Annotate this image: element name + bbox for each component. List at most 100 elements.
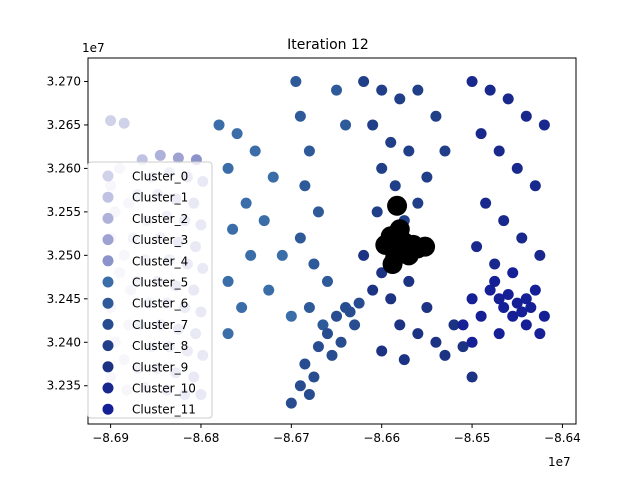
point-cluster-6-11 (340, 119, 352, 131)
point-cluster-5-2 (222, 162, 234, 174)
point-cluster-5-3 (240, 197, 252, 209)
centroid-points (375, 195, 436, 275)
point-cluster-5-11 (258, 215, 270, 227)
y-tick-label: 3.265 (47, 118, 81, 132)
point-cluster-10-3 (520, 110, 532, 122)
point-cluster-7-12 (285, 397, 297, 409)
point-cluster-10-8 (529, 180, 541, 192)
centroid-6 (375, 234, 396, 255)
point-cluster-8-0 (358, 75, 370, 87)
legend: Cluster_0 Cluster_1 Cluster_2 Cluster_3 Clus… (87, 161, 213, 419)
x-tick-label: −8.68 (183, 431, 220, 445)
point-cluster-6-1 (294, 110, 306, 122)
point-cluster-9-10 (398, 354, 410, 366)
point-cluster-7-7 (312, 341, 324, 353)
legend-label-11: Cluster_11 (132, 403, 196, 417)
point-cluster-5-8 (222, 328, 234, 340)
legend-label-10: Cluster_10 (132, 382, 196, 396)
point-cluster-8-2 (394, 93, 406, 105)
point-cluster-11-18 (534, 328, 546, 340)
legend-marker-9 (102, 361, 114, 373)
point-cluster-6-7 (321, 275, 333, 287)
legend-marker-5 (102, 276, 114, 288)
legend-marker-3 (102, 234, 114, 246)
legend-marker-11 (102, 403, 114, 415)
point-cluster-8-4 (385, 136, 397, 148)
point-cluster-5-6 (222, 275, 234, 287)
point-cluster-9-2 (367, 284, 379, 296)
point-cluster-9-1 (376, 267, 388, 279)
point-cluster-7-10 (294, 380, 306, 392)
point-cluster-11-14 (457, 319, 469, 331)
x-tick-label: −8.64 (544, 431, 581, 445)
point-cluster-7-4 (335, 336, 347, 348)
x-tick-label: −8.66 (363, 431, 400, 445)
point-cluster-2-0 (154, 149, 166, 161)
legend-marker-1 (102, 191, 114, 203)
point-cluster-8-11 (421, 171, 433, 183)
point-cluster-6-4 (312, 206, 324, 218)
point-cluster-10-1 (484, 84, 496, 96)
point-cluster-11-9 (489, 275, 501, 287)
legend-label-9: Cluster_9 (132, 360, 188, 374)
point-cluster-9-5 (421, 302, 433, 314)
point-cluster-11-7 (516, 306, 528, 318)
point-cluster-6-8 (303, 302, 315, 314)
legend-label-6: Cluster_6 (132, 297, 188, 311)
point-cluster-11-16 (493, 328, 505, 340)
point-cluster-9-14 (448, 319, 460, 331)
point-cluster-6-6 (308, 258, 320, 270)
point-cluster-7-2 (349, 319, 361, 331)
legend-label-7: Cluster_7 (132, 318, 188, 332)
point-cluster-8-13 (430, 110, 442, 122)
legend-label-1: Cluster_1 (132, 191, 188, 205)
point-cluster-10-5 (475, 128, 487, 140)
point-cluster-7-9 (299, 358, 311, 370)
legend-marker-0 (102, 170, 114, 182)
point-cluster-5-12 (276, 249, 288, 261)
point-cluster-6-0 (290, 75, 302, 87)
y-axis: 3.235 3.240 3.245 3.250 3.255 3.260 3.265 3.270 (47, 74, 88, 393)
point-cluster-10-13 (471, 241, 483, 253)
point-cluster-5-9 (249, 145, 261, 157)
centroid-9 (382, 254, 403, 275)
x-axis: −8.69 −8.68 −8.67 −8.66 −8.65 −8.64 (92, 424, 581, 445)
point-cluster-7-13 (303, 388, 315, 400)
point-cluster-11-15 (466, 336, 478, 348)
point-cluster-6-2 (303, 145, 315, 157)
legend-label-3: Cluster_3 (132, 233, 188, 247)
y-tick-label: 3.245 (47, 292, 81, 306)
point-cluster-5-10 (267, 171, 279, 183)
y-tick-label: 3.270 (47, 74, 81, 88)
point-cluster-7-1 (331, 310, 343, 322)
point-cluster-9-9 (376, 345, 388, 357)
y-tick-label: 3.250 (47, 248, 81, 262)
point-cluster-7-5 (344, 306, 356, 318)
point-cluster-8-1 (376, 84, 388, 96)
point-cluster-8-7 (389, 180, 401, 192)
point-cluster-11-8 (525, 302, 537, 314)
point-cluster-11-0 (484, 284, 496, 296)
point-cluster-5-7 (236, 302, 248, 314)
point-cluster-11-3 (511, 297, 523, 309)
legend-marker-2 (102, 212, 114, 224)
point-cluster-11-2 (502, 288, 514, 300)
point-cluster-9-7 (412, 328, 424, 340)
point-cluster-7-6 (353, 297, 365, 309)
point-cluster-10-14 (489, 258, 501, 270)
point-cluster-10-4 (538, 119, 550, 131)
point-cluster-10-0 (466, 75, 478, 87)
point-cluster-8-9 (371, 206, 383, 218)
point-cluster-8-8 (412, 197, 424, 209)
centroid-0 (387, 195, 408, 216)
point-cluster-0-1 (118, 117, 130, 129)
point-cluster-11-19 (507, 267, 519, 279)
point-cluster-6-10 (331, 84, 343, 96)
legend-marker-10 (102, 382, 114, 394)
point-cluster-9-4 (403, 275, 415, 287)
y-tick-label: 3.235 (47, 379, 81, 393)
legend-label-0: Cluster_0 (132, 170, 188, 184)
point-cluster-7-8 (326, 349, 338, 361)
point-cluster-3-0 (172, 152, 184, 164)
